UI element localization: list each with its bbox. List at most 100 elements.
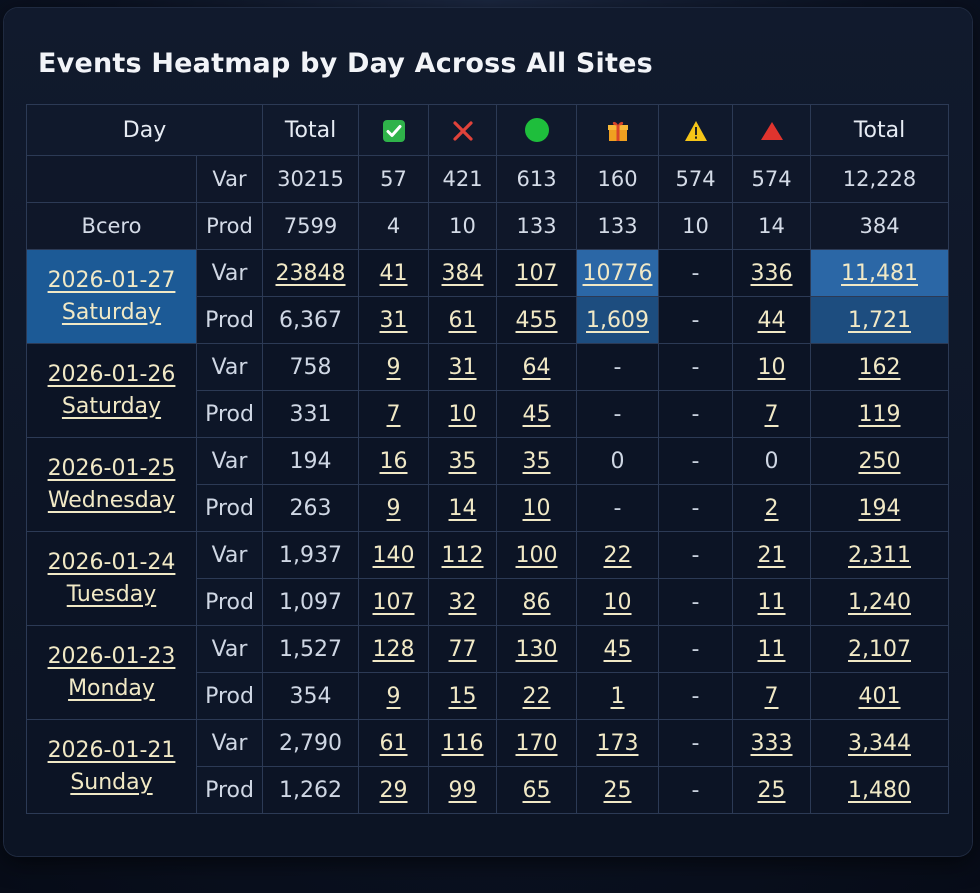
cell-link[interactable]: 112 (441, 542, 484, 568)
day-weekday[interactable]: Saturday (61, 393, 162, 419)
table-cell[interactable]: 31 (358, 296, 430, 344)
table-cell[interactable]: 10776 (576, 249, 660, 297)
table-cell[interactable]: 1,609 (576, 296, 660, 344)
day-date[interactable]: 2026-01-24 (47, 549, 176, 575)
cell-link[interactable]: 7 (386, 401, 401, 427)
table-cell[interactable]: 2 (732, 484, 812, 532)
cell-link[interactable]: 35 (522, 448, 551, 474)
cell-link[interactable]: 1,721 (848, 307, 911, 333)
cell-link[interactable]: 336 (750, 260, 793, 286)
cell-link[interactable]: 11 (757, 589, 786, 615)
cell-link[interactable]: 116 (441, 730, 484, 756)
table-cell[interactable]: 22 (496, 672, 578, 720)
table-cell[interactable]: 65 (496, 766, 578, 814)
day-link[interactable]: 2026-01-26 Saturday (26, 343, 197, 438)
cell-link[interactable]: 9 (386, 354, 401, 380)
table-cell[interactable]: 1,240 (810, 578, 950, 626)
day-date[interactable]: 2026-01-26 (47, 361, 176, 387)
cell-link[interactable]: 41 (379, 260, 408, 286)
cell-link[interactable]: 130 (515, 636, 558, 662)
table-cell[interactable]: 1,480 (810, 766, 950, 814)
table-cell[interactable]: 86 (496, 578, 578, 626)
table-cell[interactable]: 11 (732, 578, 812, 626)
cell-link[interactable]: 455 (515, 307, 558, 333)
table-cell[interactable]: 11 (732, 625, 812, 673)
table-cell[interactable]: 31 (428, 343, 498, 391)
day-link[interactable]: 2026-01-25 Wednesday (26, 437, 197, 532)
cell-link[interactable]: 401 (858, 683, 901, 709)
day-link[interactable]: 2026-01-24 Tuesday (26, 531, 197, 626)
table-cell[interactable]: 107 (496, 249, 578, 297)
cell-link[interactable]: 35 (448, 448, 477, 474)
cell-link[interactable]: 10776 (582, 260, 653, 286)
cell-link[interactable]: 7 (764, 401, 779, 427)
cell-link[interactable]: 1,480 (848, 777, 911, 803)
cell-link[interactable]: 32 (448, 589, 477, 615)
table-cell[interactable]: 32 (428, 578, 498, 626)
cell-link[interactable]: 31 (448, 354, 477, 380)
table-cell[interactable]: 401 (810, 672, 950, 720)
table-cell[interactable]: 16 (358, 437, 430, 485)
table-cell[interactable]: 7 (732, 672, 812, 720)
cell-link[interactable]: 194 (858, 495, 901, 521)
table-cell[interactable]: 25 (732, 766, 812, 814)
cell-link[interactable]: 128 (372, 636, 415, 662)
table-cell[interactable]: 1,721 (810, 296, 950, 344)
cell-link[interactable]: 25 (603, 777, 632, 803)
day-date[interactable]: 2026-01-23 (47, 643, 176, 669)
table-cell[interactable]: 170 (496, 719, 578, 767)
table-cell[interactable]: 128 (358, 625, 430, 673)
table-cell[interactable]: 2,107 (810, 625, 950, 673)
table-cell[interactable]: 35 (496, 437, 578, 485)
day-weekday[interactable]: Sunday (70, 769, 153, 795)
day-link[interactable]: 2026-01-23 Monday (26, 625, 197, 720)
table-cell[interactable]: 7 (358, 390, 430, 438)
table-cell[interactable]: 3,344 (810, 719, 950, 767)
cell-link[interactable]: 10 (448, 401, 477, 427)
cell-link[interactable]: 173 (596, 730, 639, 756)
table-cell[interactable]: 9 (358, 343, 430, 391)
cell-link[interactable]: 45 (522, 401, 551, 427)
table-cell[interactable]: 1 (576, 672, 660, 720)
table-cell[interactable]: 21 (732, 531, 812, 579)
day-link[interactable]: 2026-01-27 Saturday (26, 249, 197, 344)
day-date[interactable]: 2026-01-27 (47, 267, 176, 293)
cell-link[interactable]: 9 (386, 495, 401, 521)
table-cell[interactable]: 11,481 (810, 249, 950, 297)
table-cell[interactable]: 44 (732, 296, 812, 344)
cell-link[interactable]: 64 (522, 354, 551, 380)
cell-link[interactable]: 31 (379, 307, 408, 333)
table-cell[interactable]: 99 (428, 766, 498, 814)
table-cell[interactable]: 15 (428, 672, 498, 720)
cell-link[interactable]: 100 (515, 542, 558, 568)
table-cell[interactable]: 173 (576, 719, 660, 767)
day-weekday[interactable]: Wednesday (47, 487, 176, 513)
cell-link[interactable]: 22 (603, 542, 632, 568)
cell-link[interactable]: 3,344 (848, 730, 911, 756)
table-cell[interactable]: 9 (358, 484, 430, 532)
cell-link[interactable]: 170 (515, 730, 558, 756)
table-cell[interactable]: 100 (496, 531, 578, 579)
cell-link[interactable]: 77 (448, 636, 477, 662)
table-cell[interactable]: 14 (428, 484, 498, 532)
cell-link[interactable]: 162 (858, 354, 901, 380)
table-cell[interactable]: 29 (358, 766, 430, 814)
table-cell[interactable]: 162 (810, 343, 950, 391)
day-weekday[interactable]: Monday (68, 675, 155, 701)
cell-link[interactable]: 10 (603, 589, 632, 615)
cell-link[interactable]: 384 (441, 260, 484, 286)
table-cell[interactable]: 7 (732, 390, 812, 438)
cell-link[interactable]: 23848 (275, 260, 346, 286)
cell-link[interactable]: 9 (386, 683, 401, 709)
cell-link[interactable]: 21 (757, 542, 786, 568)
table-cell[interactable]: 250 (810, 437, 950, 485)
table-cell[interactable]: 10 (576, 578, 660, 626)
table-cell[interactable]: 41 (358, 249, 430, 297)
cell-link[interactable]: 2 (764, 495, 779, 521)
cell-link[interactable]: 1,609 (586, 307, 649, 333)
table-cell[interactable]: 45 (576, 625, 660, 673)
table-cell[interactable]: 112 (428, 531, 498, 579)
table-cell[interactable]: 384 (428, 249, 498, 297)
table-cell[interactable]: 455 (496, 296, 578, 344)
table-cell[interactable]: 10 (428, 390, 498, 438)
